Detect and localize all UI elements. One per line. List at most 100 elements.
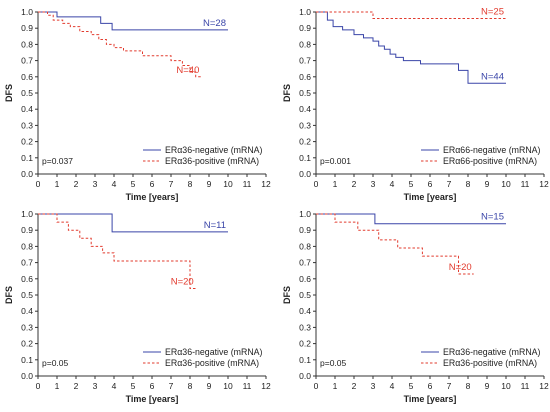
legend-label: ERα36-negative (mRNA) — [443, 347, 541, 357]
x-tick-label: 9 — [485, 179, 490, 189]
y-tick-label: 0.5 — [21, 88, 33, 98]
p-value: p=0.05 — [42, 358, 69, 368]
x-tick-label: 2 — [352, 179, 357, 189]
y-tick-label: 0.6 — [21, 72, 33, 82]
y-axis-title: DFS — [4, 84, 14, 102]
y-tick-label: 0.9 — [21, 225, 33, 235]
x-tick-label: 8 — [188, 381, 193, 391]
y-tick-label: 0.3 — [299, 322, 311, 332]
x-tick-label: 6 — [428, 381, 433, 391]
y-tick-label: 1.0 — [299, 7, 311, 17]
x-axis-title: Time [years] — [126, 192, 179, 202]
panel-bottom-right: 0 1 2 3 4 5 6 7 8 9 10 11 120.00.10.20.30.40.50.60.7… — [282, 209, 549, 404]
x-tick-label: 0 — [36, 179, 41, 189]
x-tick-label: 4 — [390, 381, 395, 391]
x-tick-label: 4 — [112, 381, 117, 391]
positive-survival-curve — [316, 11, 506, 19]
y-tick-label: 0.6 — [21, 274, 33, 284]
x-tick-label: 11 — [521, 179, 530, 189]
n-label: N=25 — [481, 6, 504, 17]
y-tick-label: 0.9 — [299, 23, 311, 33]
y-tick-label: 0.4 — [21, 104, 33, 114]
n-label: N=40 — [176, 65, 199, 76]
y-tick-label: 0.4 — [299, 306, 311, 316]
y-tick-label: 0.1 — [299, 153, 311, 163]
y-tick-label: 0.7 — [21, 258, 33, 268]
x-tick-label: 10 — [501, 179, 511, 189]
x-tick-label: 6 — [428, 179, 433, 189]
x-tick-label: 1 — [55, 179, 60, 189]
x-tick-label: 2 — [74, 179, 79, 189]
x-tick-label: 10 — [501, 381, 511, 391]
p-value: p=0.001 — [320, 156, 351, 166]
y-tick-label: 0.9 — [299, 225, 311, 235]
n-label: N=28 — [203, 18, 226, 29]
y-tick-label: 0.1 — [21, 153, 33, 163]
n-label: N=15 — [481, 212, 504, 223]
p-value: p=0.037 — [42, 156, 73, 166]
y-tick-label: 0.1 — [21, 355, 33, 365]
x-tick-label: 1 — [333, 381, 338, 391]
legend-label: ERα66-positive (mRNA) — [443, 156, 537, 166]
x-tick-label: 10 — [223, 381, 233, 391]
x-tick-label: 8 — [466, 381, 471, 391]
x-tick-label: 7 — [169, 381, 174, 391]
y-axis-title: DFS — [282, 286, 292, 304]
x-tick-label: 4 — [112, 179, 117, 189]
x-tick-label: 12 — [261, 179, 271, 189]
y-tick-label: 0.7 — [299, 56, 311, 66]
x-tick-label: 11 — [521, 381, 530, 391]
y-tick-label: 0.8 — [21, 39, 33, 49]
x-tick-label: 2 — [352, 381, 357, 391]
y-tick-label: 0.3 — [299, 120, 311, 130]
y-tick-label: 0.8 — [21, 241, 33, 251]
y-axis-title: DFS — [4, 286, 14, 304]
n-label: N=44 — [481, 71, 504, 82]
y-tick-label: 0.4 — [21, 306, 33, 316]
x-tick-label: 8 — [188, 179, 193, 189]
x-tick-label: 7 — [447, 179, 452, 189]
legend-label: ERα36-negative (mRNA) — [165, 145, 263, 155]
x-tick-label: 7 — [447, 381, 452, 391]
negative-survival-curve — [316, 213, 506, 225]
negative-survival-curve — [38, 213, 228, 233]
x-axis-title: Time [years] — [404, 394, 457, 404]
x-tick-label: 11 — [243, 381, 252, 391]
positive-survival-curve — [38, 11, 202, 78]
y-tick-label: 0.8 — [299, 39, 311, 49]
y-tick-label: 0.6 — [299, 72, 311, 82]
y-tick-label: 0.5 — [299, 88, 311, 98]
x-axis-title: Time [years] — [126, 394, 179, 404]
y-tick-label: 0.3 — [21, 120, 33, 130]
x-tick-label: 0 — [314, 381, 319, 391]
x-tick-label: 3 — [93, 179, 98, 189]
x-tick-label: 3 — [371, 381, 376, 391]
x-tick-label: 5 — [131, 179, 136, 189]
x-tick-label: 9 — [485, 381, 490, 391]
y-tick-label: 0.2 — [299, 137, 311, 147]
legend-label: ERα36-positive (mRNA) — [165, 358, 259, 368]
y-tick-label: 0.2 — [299, 339, 311, 349]
y-tick-label: 0.0 — [21, 169, 33, 179]
n-label: N=11 — [204, 220, 226, 231]
x-tick-label: 5 — [131, 381, 136, 391]
y-axis-title: DFS — [282, 84, 292, 102]
y-tick-label: 0.0 — [299, 371, 311, 381]
legend-label: ERα36-negative (mRNA) — [165, 347, 263, 357]
x-tick-label: 11 — [243, 179, 252, 189]
y-tick-label: 0.2 — [21, 137, 33, 147]
x-tick-label: 1 — [333, 179, 338, 189]
y-tick-label: 0.8 — [299, 241, 311, 251]
legend-label: ERα66-negative (mRNA) — [443, 145, 541, 155]
x-tick-label: 0 — [314, 179, 319, 189]
x-tick-label: 12 — [539, 381, 549, 391]
x-tick-label: 5 — [409, 179, 414, 189]
panel-top-right: 0 1 2 3 4 5 6 7 8 9 10 11 120.00.10.20.30.40.50.60.7… — [282, 6, 549, 202]
x-tick-label: 7 — [169, 179, 174, 189]
y-tick-label: 0.2 — [21, 339, 33, 349]
y-tick-label: 0.1 — [299, 355, 311, 365]
y-tick-label: 1.0 — [21, 209, 33, 219]
x-tick-label: 12 — [539, 179, 549, 189]
y-tick-label: 0.7 — [21, 56, 33, 66]
panel-bottom-left: 0 1 2 3 4 5 6 7 8 9 10 11 120.00.10.20.30.40.50.60.7… — [4, 209, 271, 404]
